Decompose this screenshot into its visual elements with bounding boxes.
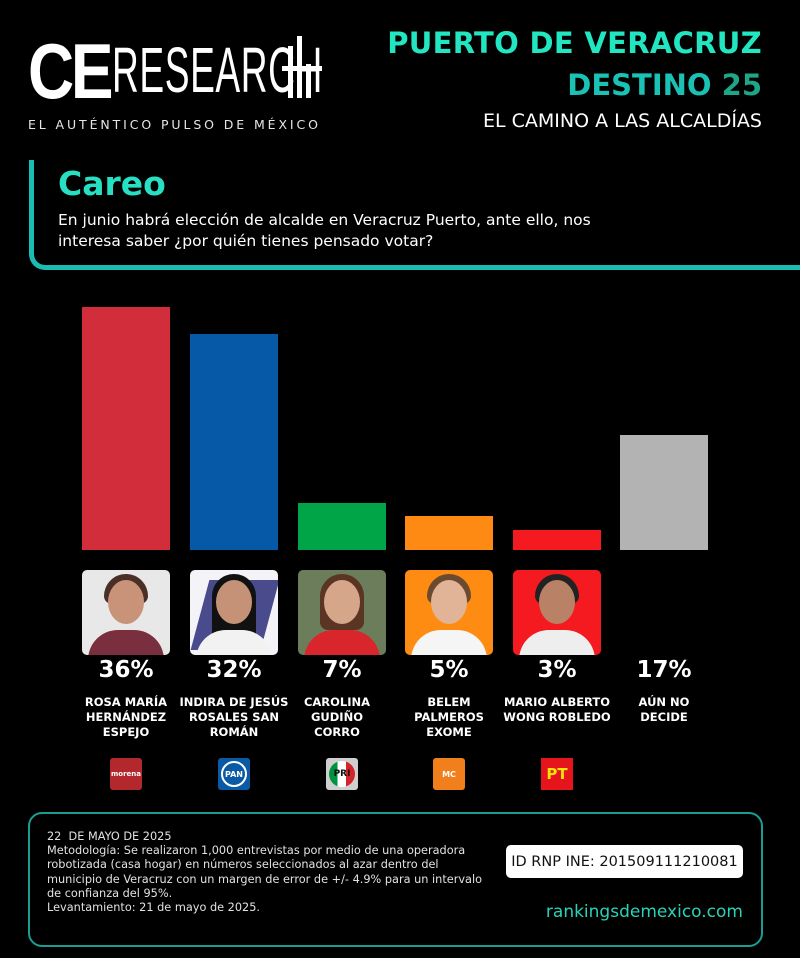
- question-text: En junio habrá elección de alcalde en Ve…: [58, 211, 591, 250]
- bar-chart: [0, 290, 800, 550]
- destino-word: DESTINO: [567, 68, 712, 102]
- logo-ce-text: CE: [28, 27, 114, 115]
- footer-box: [28, 812, 763, 947]
- ce-research-logo: CE RESEARCH: [28, 27, 322, 115]
- header-title: PUERTO DE VERACRUZ: [387, 26, 762, 60]
- bar-belem: [405, 516, 493, 550]
- bar-mario: [513, 530, 601, 550]
- candidate-photo-indira: [190, 570, 278, 655]
- candidate-photo-rosa-maria: [82, 570, 170, 655]
- pt-logo-icon: PT: [541, 758, 573, 790]
- bar-rosa-maria: [82, 307, 170, 550]
- pan-logo-icon: PAN: [218, 758, 250, 790]
- website-link[interactable]: rankingsdemexico.com: [545, 902, 743, 922]
- methodology-text: Metodología: Se realizaron 1,000 entrevi…: [47, 844, 483, 900]
- question-title: Careo: [58, 164, 166, 203]
- name-rosa-maria: ROSA MARÍA HERNÁNDEZ ESPEJO: [84, 695, 168, 739]
- tagline: EL AUTÉNTICO PULSO DE MÉXICO: [28, 117, 321, 132]
- pct-belem: 5%: [429, 657, 469, 683]
- bar-indira: [190, 334, 278, 550]
- name-indira: INDIRA DE JESÚS ROSALES SAN ROMÁN: [179, 695, 289, 739]
- candidate-photo-carolina: [298, 570, 386, 655]
- name-mario: MARIO ALBERTO WONG ROBLEDO: [503, 695, 611, 724]
- rnp-ine-id-badge: ID RNP INE: 201509111210081: [506, 845, 743, 878]
- candidate-photo-mario: [513, 570, 601, 655]
- name-aun-no-decide: AÚN NO DECIDE: [638, 695, 690, 724]
- pct-aun-no-decide: 17%: [636, 657, 692, 683]
- name-belem: BELEM PALMEROS EXOME: [414, 695, 484, 739]
- pct-rosa-maria: 36%: [98, 657, 154, 683]
- header-subtitle: EL CAMINO A LAS ALCALDÍAS: [483, 110, 762, 132]
- name-carolina: CAROLINA GUDIÑO CORRO: [303, 695, 371, 739]
- destino-number: 25: [721, 68, 762, 102]
- header-title-2: DESTINO 25: [567, 68, 762, 102]
- pct-carolina: 7%: [322, 657, 362, 683]
- bar-carolina: [298, 503, 386, 550]
- movimiento-ciudadano-logo-icon: MC: [433, 758, 465, 790]
- pri-logo-icon: PRI: [326, 758, 358, 790]
- pct-indira: 32%: [206, 657, 262, 683]
- question-card-border: [29, 160, 800, 270]
- publication-date: 22 DE MAYO DE 2025: [47, 830, 172, 843]
- pct-mario: 3%: [537, 657, 577, 683]
- fieldwork-date: Levantamiento: 21 de mayo de 2025.: [47, 901, 261, 915]
- methodology-block: 22 DE MAYO DE 2025 Metodología: Se reali…: [47, 830, 487, 915]
- bar-aun-no-decide: [620, 435, 708, 550]
- logo-pulse-icon: [282, 36, 322, 98]
- candidate-photo-belem: [405, 570, 493, 655]
- morena-logo-icon: morena: [110, 758, 142, 790]
